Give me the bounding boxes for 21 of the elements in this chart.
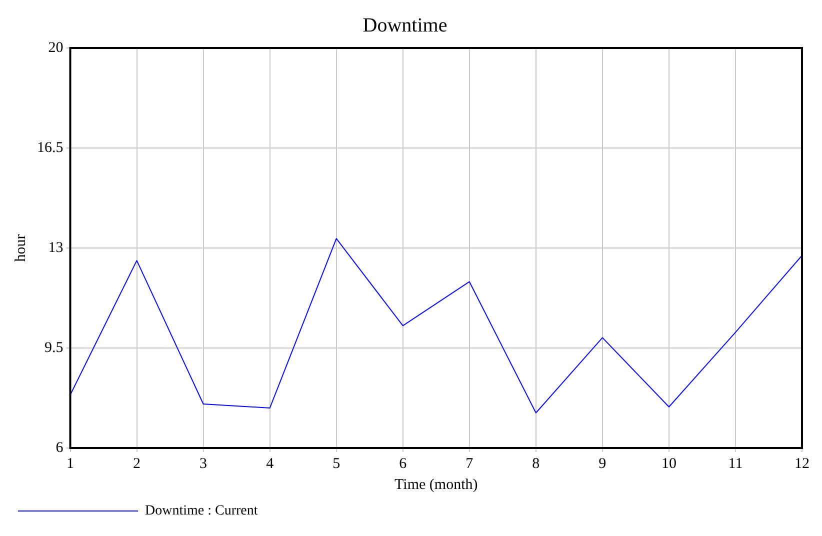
y-axis-title: hour xyxy=(12,234,29,262)
x-tick-label: 3 xyxy=(200,456,208,472)
y-tick-label: 9.5 xyxy=(44,340,64,356)
x-tick-label: 6 xyxy=(399,456,408,472)
x-tick-label: 4 xyxy=(266,456,274,472)
y-tick-label: 13 xyxy=(48,240,64,256)
x-tick-label: 10 xyxy=(661,456,676,472)
x-tick-label: 5 xyxy=(332,456,340,472)
y-tick-label: 16.5 xyxy=(37,140,64,156)
x-tick-label: 7 xyxy=(466,456,474,472)
x-tick-label: 8 xyxy=(532,456,540,472)
x-tick-label: 12 xyxy=(794,456,810,472)
x-tick-label: 1 xyxy=(66,456,74,472)
x-tick-label: 9 xyxy=(598,456,606,472)
x-tick-label: 11 xyxy=(728,456,743,472)
x-tick-label: 2 xyxy=(133,456,141,472)
y-tick-label: 20 xyxy=(48,40,64,56)
x-axis-title: Time (month) xyxy=(394,476,478,493)
text: Downtime : Current xyxy=(145,504,258,519)
chart-title: Downtime xyxy=(362,14,448,36)
y-tick-label: 6 xyxy=(56,440,64,456)
